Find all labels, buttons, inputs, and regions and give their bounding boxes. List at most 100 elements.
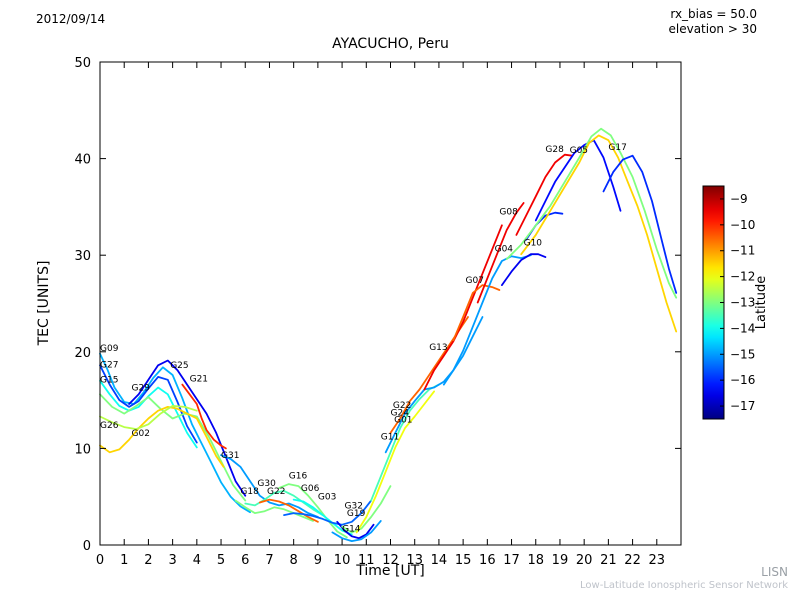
trace-label-G24: G24 [391,409,410,419]
x-tick-label: 5 [217,553,225,568]
colorbar-tick-label: −13 [730,296,755,310]
trace-G09 [99,352,252,514]
trace-label-G16: G16 [289,471,308,481]
x-tick-label: 22 [624,553,641,568]
trace-G08 [476,202,525,304]
trace-G11 [355,390,436,534]
trace-G03 [283,499,373,526]
x-tick-label: 2 [144,553,152,568]
y-tick-label: 50 [74,56,91,71]
trace-label-G22: G22 [267,487,285,497]
trace-G05 [534,139,622,222]
y-tick-label: 10 [74,442,91,457]
trace-G28 [515,153,573,236]
watermark-subtitle: Low-Latitude Ionospheric Sensor Network [580,580,788,591]
settings-block: rx_bias = 50.0 elevation > 30 [669,7,758,37]
colorbar-tick-label: −9 [730,192,748,206]
date-label: 2012/09/14 [36,12,106,26]
x-tick-label: 9 [314,553,322,568]
x-tick-label: 7 [265,553,273,568]
x-tick-label: 0 [96,553,104,568]
trace-G17 [602,154,678,294]
trace-label-G31: G31 [221,451,239,461]
trace-G22 [258,498,319,523]
colorbar-tick-label: −14 [730,321,755,335]
trace-label-G14: G14 [342,525,361,535]
trace-label-G17: G17 [608,143,626,153]
watermark-lisn: LISN [761,565,788,579]
trace-unlabeled-27 [525,211,564,241]
x-tick-label: 14 [431,553,448,568]
trace-G10 [500,253,547,287]
trace-G04 [442,254,532,386]
y-axis-label: TEC [UNITS] [36,260,52,346]
trace-G21 [181,383,227,450]
elevation-label: elevation > 30 [668,22,758,36]
y-tick-label: 0 [83,539,91,554]
trace-G18 [234,499,314,522]
trace-label-G18: G18 [240,487,259,497]
y-tick-label: 40 [74,153,91,168]
trace-G24 [370,383,440,502]
x-tick-label: 21 [600,553,617,568]
trace-G15 [99,379,198,449]
colorbar-tick-label: −16 [730,373,755,387]
trace-G30 [244,489,324,516]
colorbar-tick-label: −10 [730,218,755,232]
trace-label-G02: G02 [132,429,150,439]
x-axis-label: Time [UT] [356,563,425,579]
trace-label-G10: G10 [524,239,543,249]
trace-label-G19: G19 [347,509,366,519]
colorbar-tick-label: −15 [730,347,755,361]
trace-label-G13: G13 [429,343,447,353]
trace-G01 [384,316,484,454]
x-tick-label: 11 [358,553,375,568]
rx-bias-label: rx_bias = 50.0 [670,7,757,21]
x-tick-label: 15 [455,553,472,568]
trace-label-G28: G28 [545,145,564,155]
trace-label-G06: G06 [301,484,320,494]
trace-label-G01: G01 [394,415,412,425]
x-tick-label: 1 [120,553,128,568]
trace-G07 [452,284,501,342]
trace-label-G21: G21 [190,375,208,385]
x-tick-label: 13 [406,553,423,568]
x-tick-label: 6 [241,553,249,568]
trace-G02 [99,404,198,431]
x-tick-label: 19 [552,553,569,568]
colorbar-tick-label: −17 [730,399,755,413]
trace-label-G05: G05 [570,146,588,156]
colorbar-tick-label: −12 [730,270,755,284]
trace-G26 [99,405,225,468]
trace-label-G32: G32 [345,501,363,511]
x-tick-label: 20 [576,553,593,568]
trace-label-G15: G15 [100,376,118,386]
x-tick-label: 23 [649,553,666,568]
x-tick-label: 18 [527,553,544,568]
trace-label-G29: G29 [132,383,151,393]
trace-label-G30: G30 [257,479,276,489]
y-tick-label: 30 [74,249,91,264]
colorbar-tick-label: −11 [730,244,755,258]
x-tick-label: 10 [334,553,351,568]
trace-label-G25: G25 [170,361,188,371]
trace-label-G09: G09 [100,344,119,354]
trace-label-G08: G08 [499,208,518,218]
x-tick-label: 16 [479,553,496,568]
trace-G31 [220,454,319,518]
trace-label-G27: G27 [100,360,118,370]
x-tick-label: 4 [193,553,201,568]
trace-G06 [292,498,353,536]
trace-G13 [423,224,503,391]
x-tick-label: 17 [503,553,520,568]
x-tick-label: 8 [290,553,298,568]
chart-title: AYACUCHO, Peru [332,36,449,52]
trace-label-G07: G07 [466,276,484,286]
trace-G29 [99,393,247,502]
x-tick-label: 12 [382,553,399,568]
trace-G32 [336,520,375,540]
trace-label-G03: G03 [318,493,336,503]
trace-unlabeled-31 [520,134,678,333]
